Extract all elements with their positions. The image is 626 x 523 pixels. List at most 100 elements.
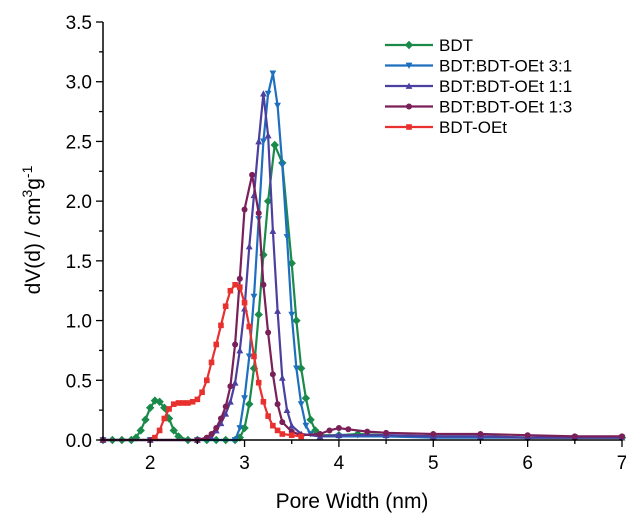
- series-line-2: [103, 92, 622, 442]
- series-3-point-4: [208, 431, 215, 438]
- y-axis-title-sup2: -1: [19, 165, 35, 178]
- legend-item-3: BDT:BDT-OEt 1:3: [385, 98, 572, 117]
- series-2-point-19: [283, 406, 291, 414]
- series-0-point-26: [263, 196, 273, 206]
- series-3-point-30: [571, 433, 578, 440]
- series-4-point-20: [246, 323, 253, 330]
- series-4: [152, 281, 304, 441]
- series-3-point-31: [619, 433, 625, 440]
- series-3-point-25: [364, 428, 371, 435]
- y-tick-label: 3.5: [66, 13, 92, 34]
- y-tick-label: 2.0: [66, 192, 92, 213]
- legend-item-2: BDT:BDT-OEt 1:1: [385, 77, 572, 96]
- series-4-point-21: [251, 353, 257, 360]
- series-1-point-10: [264, 90, 272, 98]
- series-2-point-20: [288, 422, 296, 429]
- series-2-point-9: [236, 347, 244, 354]
- series-0-point-7: [145, 403, 155, 412]
- series-2-point-11: [245, 243, 253, 250]
- x-tick-label: 2: [145, 453, 156, 474]
- series-line-0: [103, 143, 622, 442]
- series-4-point-26: [274, 427, 281, 434]
- series-4-point-9: [194, 396, 201, 403]
- series-4-point-25: [270, 422, 276, 429]
- series-4-point-10: [199, 389, 205, 396]
- series-3-point-10: [236, 275, 243, 282]
- series-3-point-12: [249, 171, 256, 178]
- series-2-point-14: [260, 90, 267, 97]
- series-0-point-5: [136, 426, 145, 435]
- series-0-point-6: [141, 415, 150, 424]
- series-1-point-18: [302, 422, 310, 430]
- series-3-point-9: [232, 341, 239, 348]
- series-4-point-13: [213, 341, 220, 348]
- series-1-point-7: [250, 293, 258, 301]
- series-0-point-30: [292, 316, 301, 325]
- series-2-point-8: [231, 379, 239, 386]
- series-1-point-12: [274, 102, 281, 109]
- y-tick-label: 2.5: [66, 132, 92, 153]
- series-4-point-12: [208, 359, 215, 366]
- legend-label: BDT:BDT-OEt 1:3: [439, 98, 572, 117]
- series-3-point-11: [241, 206, 248, 213]
- y-axis-title: dV(d) / cm3g-1: [19, 165, 45, 294]
- series-2-point-3: [208, 434, 215, 441]
- series-4-point-4: [170, 401, 177, 407]
- legend-label: BDT:BDT-OEt 3:1: [439, 57, 572, 76]
- series-2-point-5: [217, 419, 225, 427]
- series-1: [99, 70, 626, 444]
- series-0-point-22: [245, 399, 254, 409]
- series-4-point-2: [161, 415, 168, 422]
- series-1-point-14: [283, 234, 291, 241]
- series-2-point-16: [269, 227, 277, 234]
- series-0-point-33: [306, 415, 315, 424]
- series-4-point-8: [189, 398, 196, 405]
- series-2: [99, 90, 626, 443]
- series-4-point-23: [260, 398, 267, 405]
- legend-item-1: BDT:BDT-OEt 3:1: [385, 57, 572, 76]
- series-3-point-14: [260, 281, 267, 288]
- series-0-point-32: [301, 394, 311, 403]
- series-3-point-8: [227, 383, 234, 390]
- x-tick-label: 6: [522, 453, 533, 474]
- y-axis-title-main: dV(d) / cm: [22, 198, 45, 295]
- series-3-point-13: [255, 210, 262, 217]
- series-0-point-24: [254, 310, 263, 319]
- x-axis-title: Pore Width (nm): [276, 490, 429, 513]
- series-1-point-15: [288, 311, 296, 318]
- x-tick-label: 7: [617, 453, 626, 474]
- series-4-point-16: [227, 287, 234, 294]
- series-2-point-6: [222, 410, 230, 417]
- series-4-point-0: [152, 434, 158, 441]
- series-4-point-3: [166, 406, 172, 412]
- series-3-point-16: [269, 371, 276, 378]
- series-3-point-7: [222, 403, 229, 410]
- series-4-point-17: [232, 281, 238, 288]
- series-3-point-17: [274, 401, 281, 408]
- series-0-point-10: [160, 403, 169, 412]
- series-2-point-15: [264, 132, 272, 139]
- series-3-point-24: [345, 426, 352, 433]
- series-4-point-11: [204, 377, 210, 384]
- series-2-point-23: [335, 431, 343, 439]
- series-3-point-21: [317, 431, 324, 438]
- series-3-point-15: [265, 329, 272, 336]
- x-tick-label: 4: [334, 453, 345, 474]
- legend-marker: [405, 62, 413, 69]
- series-layer: [98, 70, 626, 445]
- series-3-point-26: [383, 429, 390, 436]
- series-3-point-28: [477, 431, 484, 438]
- legend-marker: [406, 124, 412, 130]
- y-axis-title-sup1: 3: [19, 190, 35, 198]
- legend-marker: [405, 82, 413, 89]
- series-4-point-22: [255, 379, 262, 386]
- series-4-point-1: [156, 427, 163, 434]
- series-4-point-14: [218, 322, 224, 329]
- series-2-point-18: [278, 374, 286, 381]
- series-4-point-18: [237, 284, 243, 290]
- series-1-point-16: [293, 365, 300, 372]
- series-3-point-3: [203, 434, 210, 441]
- series-1-point-9: [260, 138, 267, 145]
